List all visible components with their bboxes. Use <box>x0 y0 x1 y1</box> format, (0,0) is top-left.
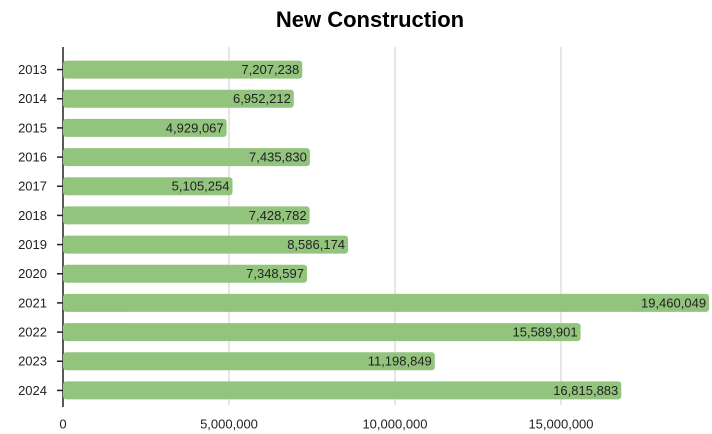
y-tick-label: 2018 <box>18 208 47 223</box>
y-tick-label: 2014 <box>18 91 47 106</box>
value-label: 5,105,254 <box>172 179 230 194</box>
value-label: 4,929,067 <box>166 120 224 135</box>
bar <box>63 118 227 137</box>
x-tick-label: 15,000,000 <box>528 416 593 431</box>
value-label: 7,435,830 <box>249 150 307 165</box>
y-tick-label: 2019 <box>18 237 47 252</box>
value-label: 15,589,901 <box>513 325 578 340</box>
y-tick-label: 2017 <box>18 179 47 194</box>
x-tick-label: 10,000,000 <box>362 416 427 431</box>
bar <box>63 177 233 196</box>
value-label: 16,815,883 <box>553 383 618 398</box>
bar <box>63 235 349 254</box>
bar <box>63 264 307 283</box>
y-tick-label: 2013 <box>18 62 47 77</box>
y-tick-label: 2022 <box>18 325 47 340</box>
bar <box>63 323 581 342</box>
x-tick-label: 0 <box>59 416 66 431</box>
bar <box>63 89 294 108</box>
y-tick-label: 2023 <box>18 354 47 369</box>
bar <box>63 352 435 371</box>
value-label: 7,207,238 <box>241 62 299 77</box>
bar <box>63 381 622 400</box>
bar <box>63 60 303 79</box>
y-tick-label: 2021 <box>18 295 47 310</box>
y-tick-label: 2024 <box>18 383 47 398</box>
value-label: 7,428,782 <box>249 208 307 223</box>
x-tick-label: 5,000,000 <box>200 416 258 431</box>
bar <box>63 148 310 167</box>
value-label: 19,460,049 <box>641 295 706 310</box>
y-tick-label: 2020 <box>18 266 47 281</box>
value-label: 8,586,174 <box>287 237 345 252</box>
chart-title: New Construction <box>276 7 464 32</box>
value-label: 7,348,597 <box>246 266 304 281</box>
bar <box>63 293 710 312</box>
value-label: 6,952,212 <box>233 91 291 106</box>
y-tick-label: 2016 <box>18 150 47 165</box>
value-label: 11,198,849 <box>368 354 432 369</box>
bar <box>63 206 310 225</box>
y-tick-label: 2015 <box>18 120 47 135</box>
